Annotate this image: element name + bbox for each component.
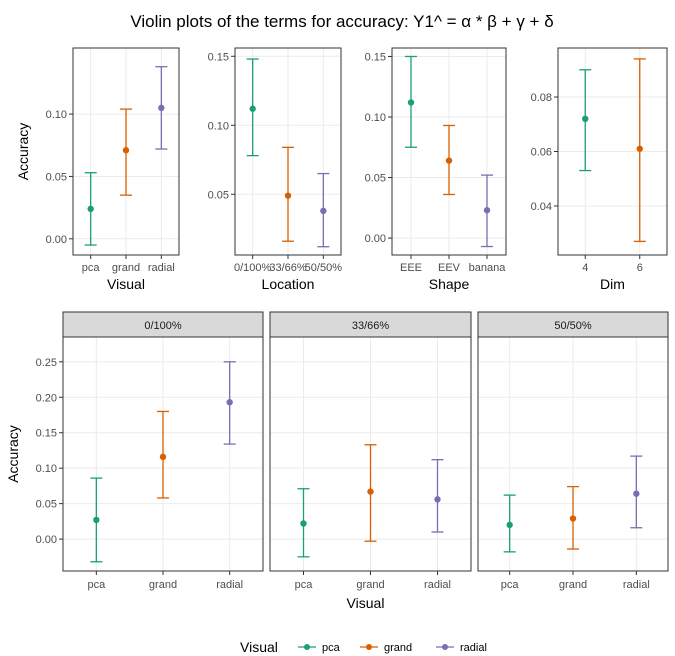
chart-title: Violin plots of the terms for accuracy: …: [130, 12, 553, 31]
facet-0-mean-point: [93, 516, 100, 524]
panel-location-mean-point: [284, 192, 292, 199]
panel-visual-xaxis-title: Visual: [107, 276, 145, 292]
legend-item-label: grand: [384, 642, 412, 654]
panel-visual-mean-point: [158, 104, 165, 112]
facet-0-mean-point: [159, 453, 167, 461]
facet-0-xtick-label: radial: [216, 579, 243, 591]
legend-key-point: [304, 644, 310, 650]
facet-2-mean-point: [569, 515, 577, 522]
facet-ytick-label: 0.15: [36, 428, 57, 440]
panel-shape-mean-point: [483, 207, 491, 214]
panel-dim-mean-point: [636, 145, 643, 152]
panel-shape-xtick-label: EEE: [400, 262, 422, 274]
panel-visual-ytick-label: 0.05: [46, 171, 67, 183]
panel-visual-mean-point: [87, 205, 94, 213]
facet-2-mean-point: [506, 521, 513, 529]
facet-ytick-label: 0.20: [36, 392, 57, 404]
panel-shape-mean-point: [445, 157, 453, 164]
facet-1-xtick-label: pca: [295, 579, 314, 591]
facet-yaxis-title: Accuracy: [5, 425, 21, 483]
facet-1-mean-point: [434, 496, 441, 503]
legend-title: Visual: [240, 639, 278, 655]
facet-1-mean-point: [367, 488, 374, 495]
legend-item-label: radial: [460, 642, 487, 654]
panel-dim-xtick-label: 6: [637, 262, 643, 274]
facet-1-xtick-label: radial: [424, 579, 451, 591]
facet-2-strip: [477, 311, 669, 338]
facet-0-mean-point: [226, 399, 233, 406]
facet-ytick-label: 0.25: [36, 357, 57, 369]
facet-1-xtick-label: grand: [356, 579, 384, 591]
panel-dim-mean-point: [582, 115, 589, 123]
panel-location-xaxis-title: Location: [262, 276, 315, 292]
facet-0-xtick-label: pca: [87, 579, 106, 591]
panel-visual-yaxis-title: Accuracy: [15, 123, 31, 181]
facet-0-xtick-label: grand: [149, 579, 177, 591]
panel-visual-xtick-label: pca: [82, 262, 101, 274]
panel-visual-ytick-label: 0.10: [46, 109, 67, 121]
facet-2-xtick-label: grand: [559, 579, 587, 591]
panel-location-xtick-label: 50/50%: [305, 262, 343, 274]
legend-item-label: pca: [322, 642, 341, 654]
facet-0-strip-label: 0/100%: [144, 320, 182, 332]
facet-ytick-label: 0.10: [36, 463, 57, 475]
panel-location-mean-point: [249, 105, 256, 112]
facet-ytick-label: 0.00: [36, 534, 57, 546]
panel-dim-ytick-label: 0.08: [531, 92, 552, 104]
panel-visual-ytick-label: 0.00: [46, 234, 67, 246]
panel-location-ytick-label: 0.10: [208, 120, 229, 132]
facet-2-xtick-label: radial: [623, 579, 650, 591]
facet-2-mean-point: [633, 490, 640, 497]
panel-shape-ytick-label: 0.00: [365, 233, 386, 245]
facet-1-mean-point: [300, 520, 307, 527]
panel-visual-xtick-label: grand: [112, 262, 140, 274]
panel-shape-xaxis-title: Shape: [429, 276, 470, 292]
panel-location-xtick-label: 0/100%: [234, 262, 272, 274]
legend-key-point: [442, 644, 448, 650]
panel-visual-mean-point: [122, 147, 130, 154]
facet-1-strip: [269, 311, 472, 338]
panel-shape-xtick-label: EEV: [438, 262, 461, 274]
panel-shape-xtick-label: banana: [469, 262, 507, 274]
panel-dim-ytick-label: 0.04: [531, 201, 552, 213]
panel-location-ytick-label: 0.05: [208, 189, 229, 201]
facet-2-xtick-label: pca: [501, 579, 520, 591]
panel-location-xtick-label: 33/66%: [269, 262, 307, 274]
panel-dim-xtick-label: 4: [582, 262, 588, 274]
panel-visual-xtick-label: radial: [148, 262, 175, 274]
panel-shape-ytick-label: 0.10: [365, 112, 386, 124]
panel-dim-ytick-label: 0.06: [531, 147, 552, 159]
panel-shape-ytick-label: 0.05: [365, 173, 386, 185]
panel-shape-ytick-label: 0.15: [365, 51, 386, 63]
facet-0-strip: [62, 311, 264, 338]
facet-1-strip-label: 33/66%: [352, 320, 390, 332]
panel-location-mean-point: [320, 207, 327, 215]
panel-dim-xaxis-title: Dim: [600, 276, 625, 292]
facet-xaxis-title: Visual: [347, 595, 385, 611]
panel-location-ytick-label: 0.15: [208, 51, 229, 63]
facet-ytick-label: 0.05: [36, 499, 57, 511]
facet-2-strip-label: 50/50%: [554, 320, 592, 332]
legend-key-point: [366, 644, 372, 650]
panel-shape-mean-point: [407, 99, 415, 106]
